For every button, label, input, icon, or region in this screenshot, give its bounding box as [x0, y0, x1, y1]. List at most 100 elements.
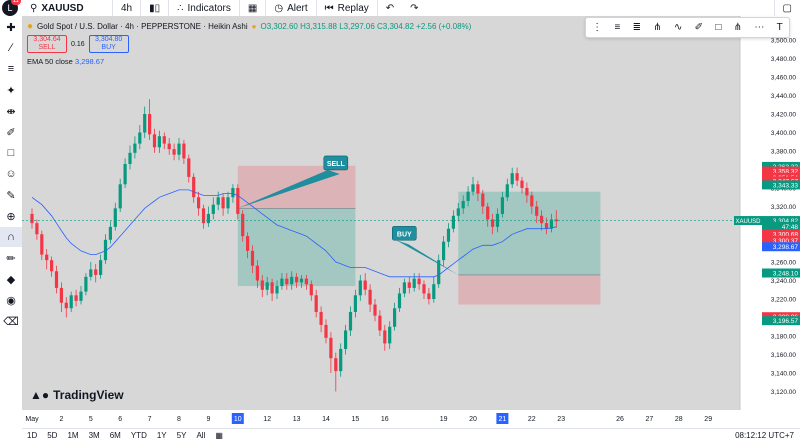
zoom-in-icon: ⊕ — [6, 210, 16, 223]
account-avatar[interactable]: L 11 — [2, 0, 21, 16]
layout-grid-icon: ▦ — [247, 2, 258, 14]
fib-retracement-icon: ≡ — [7, 63, 15, 75]
pattern-tool[interactable]: ✦ — [0, 80, 22, 100]
lock-tool[interactable]: ◆ — [0, 269, 22, 289]
candle-body — [265, 282, 269, 290]
candle-body — [339, 348, 343, 372]
layouts-button[interactable]: ▦ — [240, 0, 267, 16]
drag-handle-icon[interactable]: ⋮ — [592, 22, 603, 33]
gann-icon[interactable]: ≣ — [632, 22, 641, 33]
fib-icon[interactable]: ≡ — [614, 22, 621, 33]
range-button-6m[interactable]: 6M — [109, 430, 121, 440]
candles-series — [30, 99, 558, 392]
range-button-3m[interactable]: 3M — [88, 430, 100, 440]
time-axis[interactable]: May2567891213141516192021222326272829102… — [25, 413, 712, 424]
chart-type-button[interactable]: ▮▯ — [141, 0, 170, 16]
price-tag-label: 3,300.68 — [773, 231, 799, 238]
ruler-tool[interactable]: ✎ — [0, 185, 22, 205]
price-chart[interactable]: 3,120.003,140.003,160.003,180.003,200.00… — [22, 16, 800, 428]
price-tick-label: 3,400.00 — [771, 130, 797, 137]
range-button-5y[interactable]: 5Y — [176, 430, 187, 440]
candle-body — [383, 330, 387, 344]
series-title[interactable]: Gold Spot / U.S. Dollar · 4h · PEPPERSTO… — [37, 22, 248, 31]
trend-line-tool[interactable]: ∕ — [0, 38, 22, 58]
candle-body — [432, 284, 436, 299]
fib-tool[interactable]: ≡ — [0, 59, 22, 79]
magnet-tool[interactable]: ∩ — [0, 227, 22, 247]
maximize-icon: ▢ — [782, 2, 792, 14]
candle-body — [221, 197, 225, 209]
candle-body — [79, 291, 83, 301]
price-tag-box — [762, 235, 800, 245]
candle-body — [103, 239, 108, 261]
buy-price: 3,304.80 — [95, 36, 123, 43]
redo-button[interactable]: ↷ — [402, 0, 426, 16]
interval-label: 4h — [121, 2, 133, 14]
sticker-tool[interactable]: ☺ — [0, 164, 22, 184]
candle-body — [520, 180, 524, 188]
price-tag-label: 3,300.37 — [773, 238, 799, 245]
ruler-icon: ✎ — [6, 189, 16, 202]
time-tick-label: 9 — [206, 416, 210, 423]
floating-drawing-toolbar: ⋮ ≡ ≣ ⋔ ∿ ✐ □ ⋔ ⋯ T — [585, 17, 790, 38]
range-button-1d[interactable]: 1D — [27, 430, 38, 440]
candle-body — [402, 282, 406, 294]
replay-button[interactable]: ⏮ Replay — [317, 0, 378, 16]
fork-icon[interactable]: ⋔ — [733, 22, 743, 33]
price-tag-label: 3,343.33 — [773, 182, 799, 189]
buy-button[interactable]: 3,304.80 BUY — [88, 35, 129, 53]
interval-button[interactable]: 4h — [113, 0, 142, 16]
calendar-icon[interactable]: ▦ — [215, 430, 223, 440]
stay-drawing-tool[interactable]: ✏ — [0, 248, 22, 268]
price-tag-box — [762, 221, 800, 231]
delete-tool[interactable]: ⌫ — [0, 311, 22, 331]
hide-tool[interactable]: ◉ — [0, 290, 22, 310]
price-tags: 3,363.323,358.323,351.543,347.673,343.33… — [734, 161, 800, 326]
maximize-button[interactable]: ▢ — [773, 0, 800, 16]
ellipsis-icon[interactable]: ⋯ — [754, 22, 765, 33]
price-tick-label: 3,500.00 — [771, 38, 797, 45]
rectangle-icon[interactable]: □ — [715, 22, 722, 33]
replay-label: Replay — [337, 2, 369, 14]
indicators-button[interactable]: ∴ Indicators — [169, 0, 240, 16]
candle-body — [451, 215, 455, 229]
comment-icon: □ — [7, 147, 15, 159]
alert-button[interactable]: ◷ Alert — [266, 0, 317, 16]
candle-body — [275, 286, 279, 294]
lock-icon: ◆ — [6, 273, 16, 286]
range-button-1m[interactable]: 1M — [67, 430, 79, 440]
wave-icon[interactable]: ∿ — [673, 22, 683, 33]
range-button-ytd[interactable]: YTD — [130, 430, 147, 440]
candle-body — [329, 337, 333, 359]
brush-small-icon[interactable]: ✐ — [694, 22, 704, 33]
crosshair-tool[interactable]: ✚ — [0, 17, 22, 37]
text-tool[interactable]: □ — [0, 143, 22, 163]
zoom-tool[interactable]: ⊕ — [0, 206, 22, 226]
clock[interactable]: 08:12:12 UTC+7 — [735, 430, 794, 440]
price-tick-label: 3,180.00 — [771, 334, 797, 341]
indicators-icon: ∴ — [177, 2, 184, 14]
range-button-1y[interactable]: 1Y — [156, 430, 167, 440]
chart-legend: ● Gold Spot / U.S. Dollar · 4h · PEPPERS… — [27, 21, 471, 66]
range-button-all[interactable]: All — [196, 430, 206, 440]
time-tick-label: 5 — [89, 416, 93, 423]
time-tick-label: 15 — [352, 416, 360, 423]
position-tool[interactable]: ⇼ — [0, 101, 22, 121]
sell-button[interactable]: 3,304.64 SELL — [27, 35, 67, 53]
time-highlight-box — [231, 413, 244, 424]
range-button-5d[interactable]: 5D — [47, 430, 58, 440]
ema-legend[interactable]: EMA 50 close 3,298.67 — [27, 57, 471, 66]
candle-body — [187, 158, 191, 177]
text-icon[interactable]: T — [776, 22, 783, 33]
time-scale-background — [22, 410, 800, 428]
candle-body — [241, 213, 245, 237]
undo-button[interactable]: ↶ — [378, 0, 402, 16]
watermark-text: TradingView — [53, 388, 124, 402]
search-icon: ⚲ — [30, 2, 38, 14]
candle-body — [162, 136, 166, 144]
pitchfork-icon[interactable]: ⋔ — [653, 22, 662, 33]
symbol-search-button[interactable]: ⚲ XAUUSD — [22, 0, 113, 16]
candle-body — [280, 278, 284, 287]
long-callout-box — [391, 225, 417, 241]
brush-tool[interactable]: ✐ — [0, 122, 22, 142]
